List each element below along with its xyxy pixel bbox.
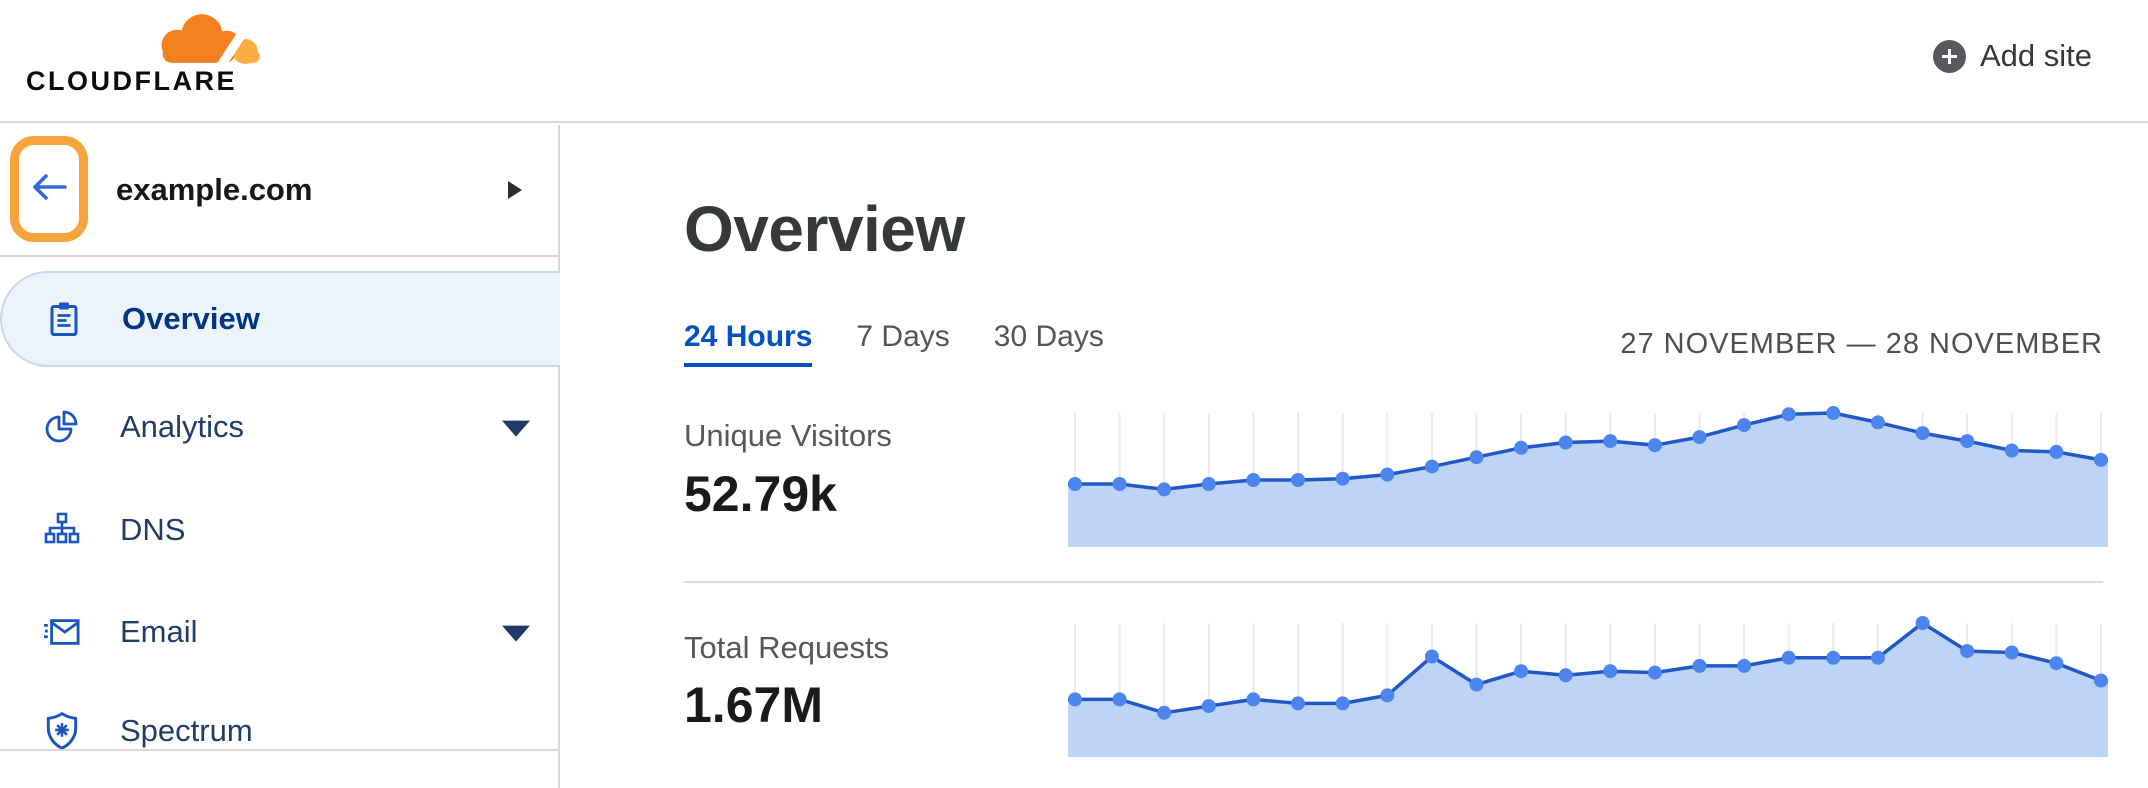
metric-label-unique-visitors: Unique Visitors <box>684 418 892 453</box>
arrow-left-icon <box>29 171 69 208</box>
envelope-icon <box>44 613 80 651</box>
clipboard-icon <box>46 300 82 338</box>
sidebar-item-overview[interactable]: Overview <box>0 271 560 367</box>
date-range: 27 NOVEMBER — 28 NOVEMBER <box>1620 328 2103 360</box>
unique-visitors-chart <box>1068 406 2108 549</box>
sidebar-item-label: Spectrum <box>120 713 253 748</box>
site-selector-row[interactable]: example.com <box>0 125 558 257</box>
row-divider <box>684 581 2103 583</box>
plus-icon <box>1932 39 1966 73</box>
chevron-down-icon <box>502 420 530 437</box>
top-header: CLOUDFLARE Add site <box>0 0 2148 123</box>
cloudflare-logo[interactable]: CLOUDFLARE <box>26 6 268 98</box>
network-tree-icon <box>44 511 80 549</box>
metric-value-total-requests: 1.67M <box>684 677 823 733</box>
cloudflare-cloud-icon <box>140 9 268 72</box>
sidebar-item-label: DNS <box>120 512 186 547</box>
time-range-tabs: 24 Hours 7 Days 30 Days <box>684 320 1104 367</box>
pie-chart-icon <box>44 408 80 446</box>
caret-right-icon <box>508 181 522 199</box>
sidebar-item-analytics[interactable]: Analytics <box>0 379 560 475</box>
sidebar-item-email[interactable]: Email <box>0 584 560 680</box>
metric-label-total-requests: Total Requests <box>684 630 890 665</box>
add-site-button[interactable]: Add site <box>1932 38 2092 74</box>
tab-7-days[interactable]: 7 Days <box>856 320 950 353</box>
logo-wordmark: CLOUDFLARE <box>26 66 237 96</box>
back-button[interactable] <box>19 145 79 233</box>
sidebar-item-dns[interactable]: DNS <box>0 482 560 578</box>
tab-30-days[interactable]: 30 Days <box>993 320 1104 353</box>
metric-value-unique-visitors: 52.79k <box>684 466 837 522</box>
page-title: Overview <box>684 193 965 265</box>
sidebar-item-label: Email <box>120 614 198 649</box>
tab-24-hours[interactable]: 24 Hours <box>684 320 813 367</box>
site-name: example.com <box>116 172 313 207</box>
back-button-tutorial-highlight <box>10 136 88 242</box>
sidebar: example.com Overview Analytics <box>0 125 560 788</box>
sidebar-divider <box>0 749 558 751</box>
sidebar-item-label: Analytics <box>120 409 245 444</box>
shield-icon <box>44 712 80 750</box>
add-site-label: Add site <box>1979 38 2092 73</box>
main-content: Overview 24 Hours 7 Days 30 Days 27 NOVE… <box>562 125 2148 788</box>
sidebar-item-label: Overview <box>122 301 260 336</box>
total-requests-chart <box>1068 616 2108 759</box>
chevron-down-icon <box>502 625 530 642</box>
sidebar-item-spectrum[interactable]: Spectrum <box>0 683 560 779</box>
